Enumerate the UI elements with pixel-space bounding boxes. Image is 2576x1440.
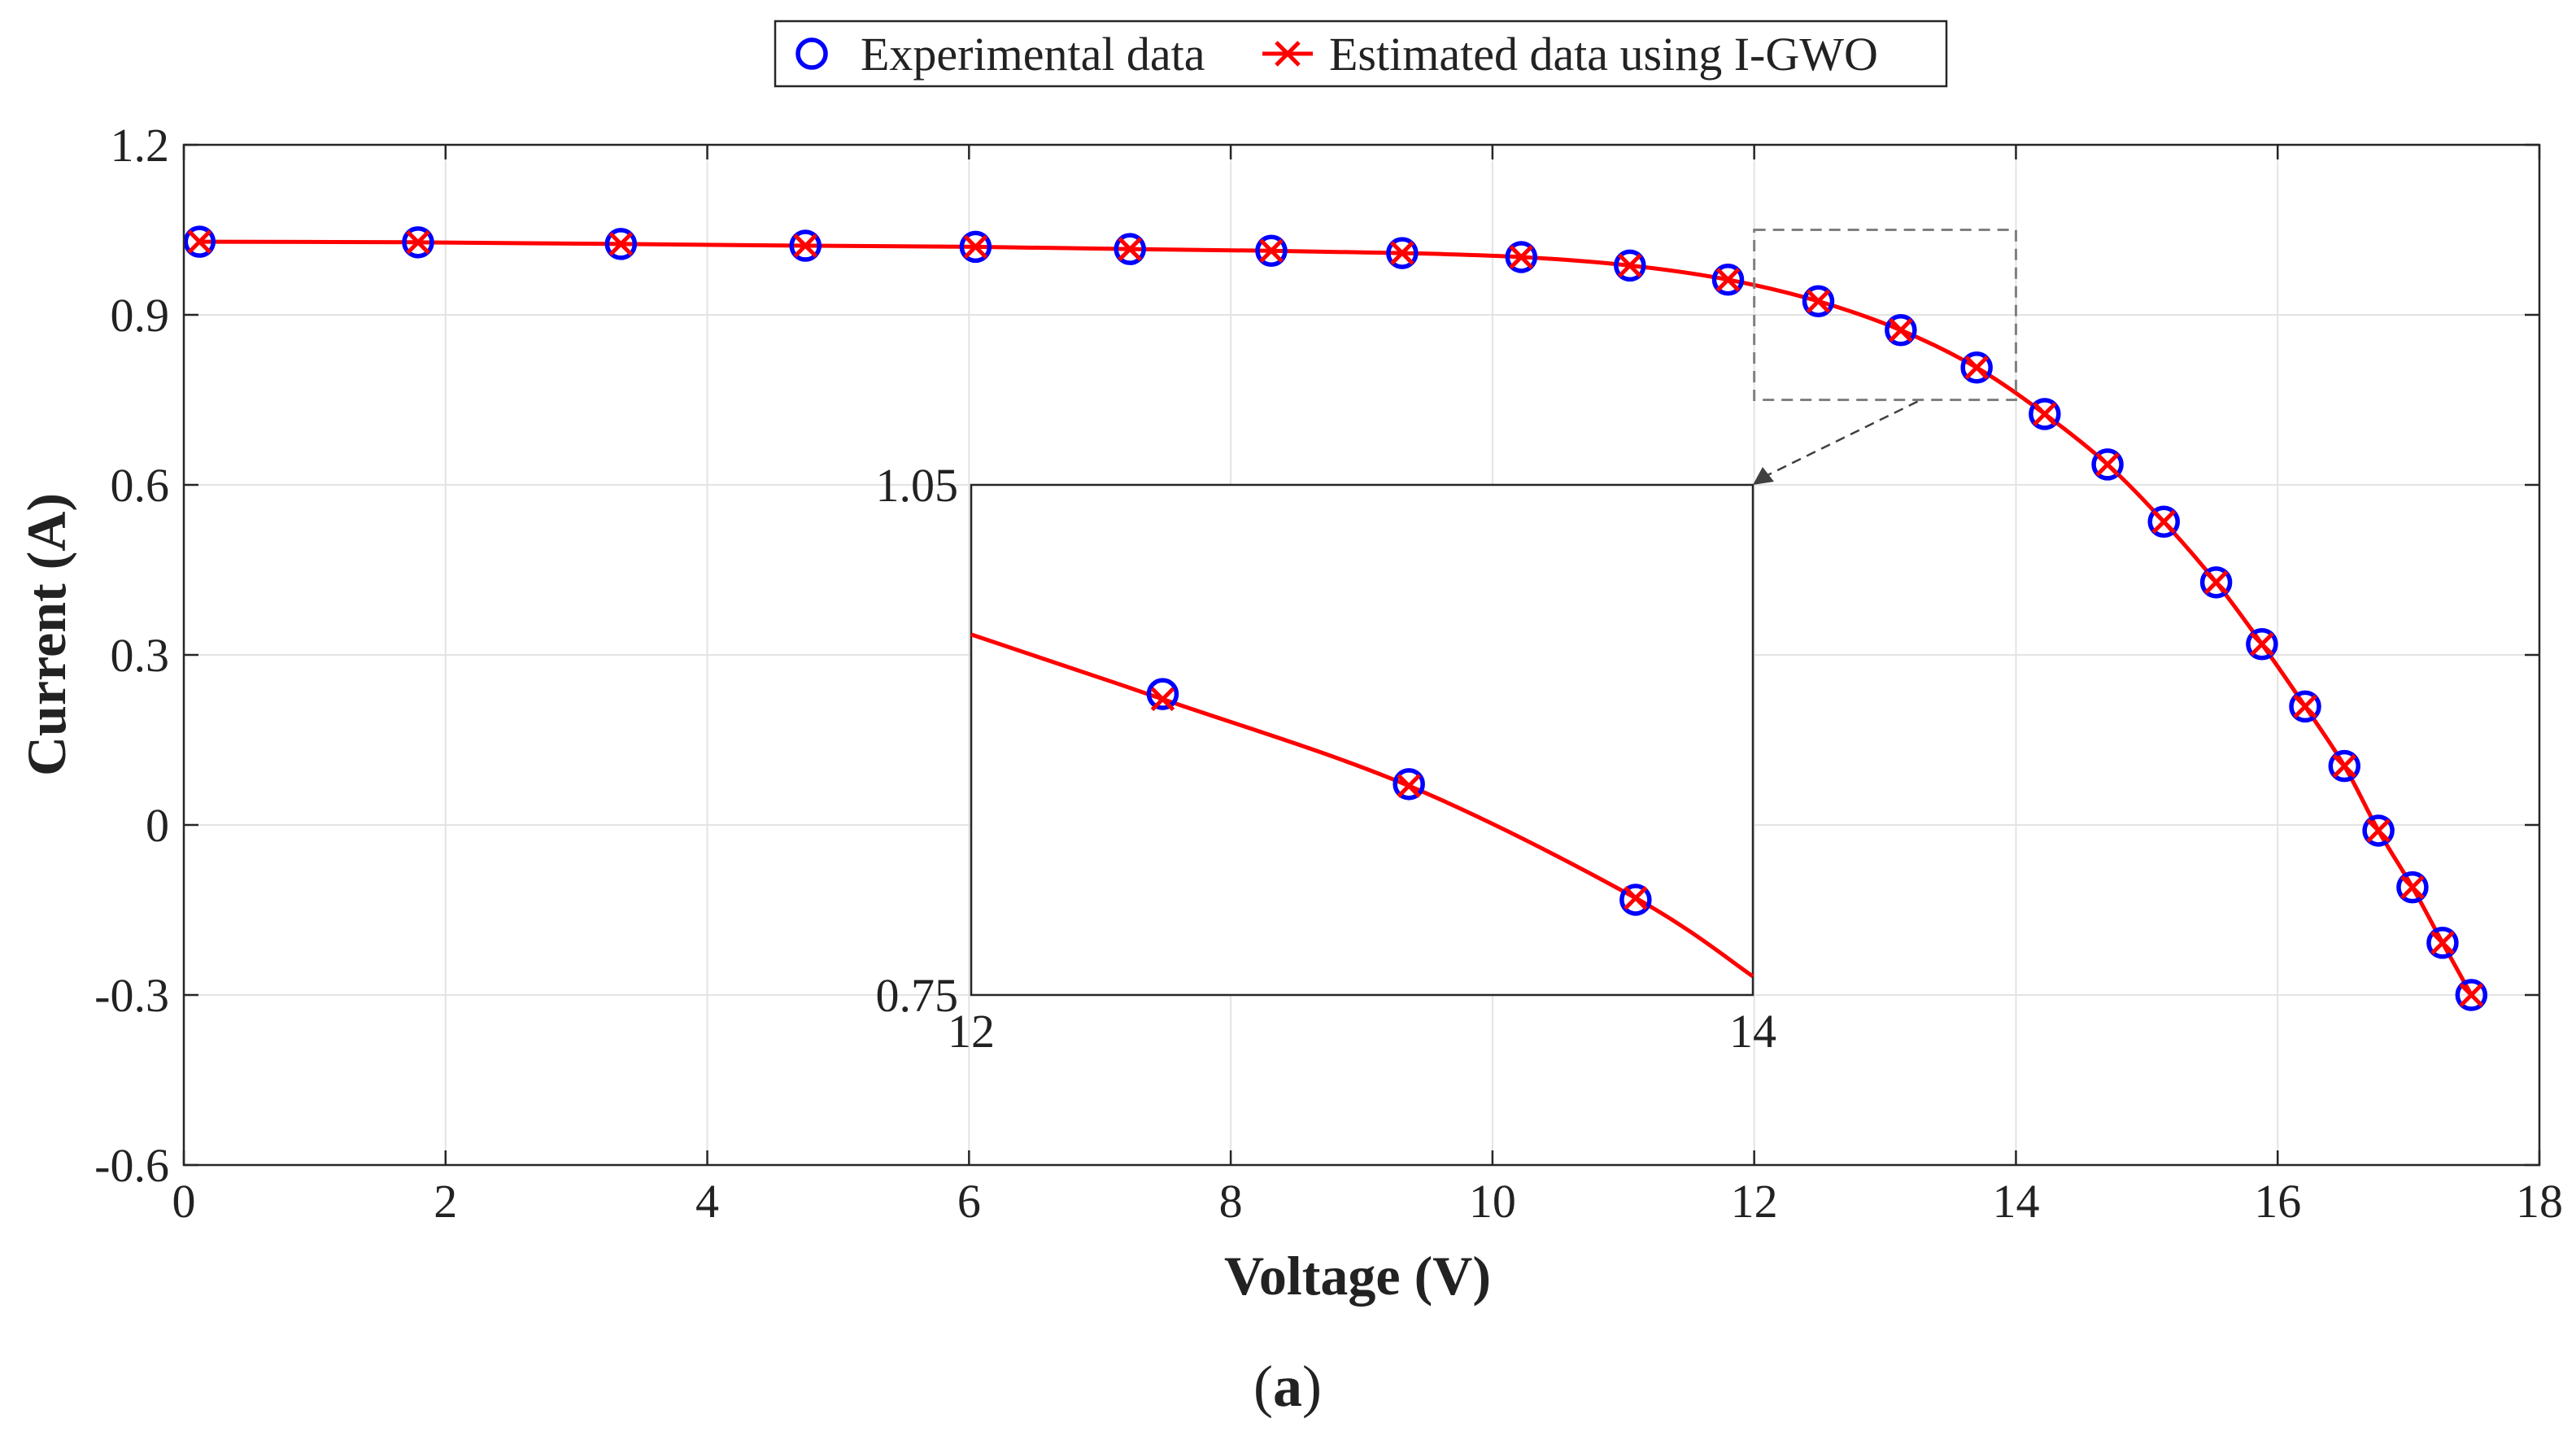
y-tick-label: 0.9 [111,289,170,342]
legend-estimated-x-marker [1275,41,1301,67]
x-tick-label: 18 [2516,1175,2563,1228]
estimated-point [1618,253,1642,278]
experimental-point [1802,285,1835,318]
inset-experimental-point [1146,678,1179,710]
estimated-point [2400,875,2425,900]
y-tick-label: 0.3 [111,629,170,682]
estimated-point [1259,238,1284,264]
experimental-point [183,225,216,258]
estimated-point [2293,694,2317,719]
y-tick-label: 1.2 [111,119,170,172]
estimated-point [1390,241,1414,265]
experimental-point [2455,979,2488,1011]
experimental-point [1614,249,1646,282]
experimental-point [1114,233,1146,265]
caption-open-paren: ( [1253,1354,1273,1419]
estimated-point [963,234,988,260]
x-tick-label: 10 [1469,1175,1516,1228]
estimated-point [2095,452,2120,477]
estimated-point [2033,402,2057,426]
estimated-point [406,230,430,255]
caption-close-paren: ) [1302,1354,1322,1419]
y-axis-title: Current (A) [15,493,77,776]
estimated-point [1964,356,1989,380]
estimated-point [1715,268,1741,292]
experimental-point [2091,448,2124,481]
experimental-point [2289,690,2321,723]
experimental-point [1711,264,1745,296]
x-tick-label: 2 [434,1175,457,1228]
experimental-point [1885,314,1917,347]
inset-experimental-point [1393,768,1425,801]
experimental-point [604,228,638,260]
inset-estimated-point [1397,774,1421,798]
estimated-point [1118,237,1142,261]
x-tick-label: 8 [1219,1175,1243,1228]
experimental-point [2147,505,2180,539]
y-tick-label: -0.6 [94,1139,169,1192]
y-tick-label: -0.3 [94,969,169,1022]
zoom-indicator [1753,229,2017,485]
inset-y-tick-label: 1.05 [876,459,959,512]
estimated-point [2430,931,2455,955]
inset-estimated-point [1624,886,1648,910]
experimental-point [2246,628,2278,661]
experimental-point [1960,351,1993,384]
experimental-point [2328,749,2361,783]
legend-estimated-label: Estimated data using I-GWO [1329,28,1878,81]
experimental-point [789,229,822,262]
legend-experimental-circle-marker [795,37,828,70]
estimated-point [2459,983,2484,1007]
experimental-point [402,226,434,259]
estimated-point [187,229,212,254]
x-tick-label: 16 [2254,1175,2301,1228]
estimated-point [1806,289,1831,314]
inset-y-tick-label: 0.75 [876,969,959,1022]
inset-estimated-point [1150,687,1175,712]
experimental-point [2396,871,2429,904]
estimated-point [2366,818,2391,843]
experimental-point [2199,566,2233,599]
inset-x-tick-label: 12 [948,1005,995,1058]
y-tick-label: 0.6 [111,459,170,512]
experimental-point [2426,927,2459,959]
experimental-point [1386,237,1419,269]
estimated-point [608,232,634,256]
estimated-point [1509,245,1534,269]
estimated-point [2250,631,2274,657]
zoom-connector-arrowhead [1753,467,1774,485]
inset-frame [970,483,1754,997]
zoom-connector-line [1760,400,1919,480]
estimated-point [2332,753,2357,779]
experimental-point [2029,398,2061,430]
zoom-region-box [1753,229,2017,401]
estimated-point [793,233,817,258]
x-tick-label: 12 [1731,1175,1778,1228]
experimental-point [959,230,992,264]
figure-caption: (a) [1253,1354,1322,1419]
legend-experimental-label: Experimental data [861,28,1205,81]
main-ticks: 0 2 4 6 8 10 12 14 16 18 -0.6 -0.3 0 0.3 0.6 0.9 1.2 [94,119,2563,1228]
caption-letter: a [1273,1354,1302,1419]
experimental-point [2362,814,2395,847]
experimental-point [1255,234,1288,268]
legend-box [774,20,1948,88]
x-tick-label: 14 [1992,1175,2039,1228]
x-tick-label: 0 [172,1175,196,1228]
estimated-point [2151,509,2177,535]
estimated-point [2203,570,2229,595]
x-tick-label: 4 [695,1175,719,1228]
experimental-point [1505,241,1538,273]
legend: Experimental data Estimated data using I… [774,20,1948,88]
y-tick-label: 0 [146,799,169,852]
inset-x-tick-label: 14 [1729,1005,1776,1058]
estimated-point [1889,318,1913,343]
x-tick-label: 6 [957,1175,981,1228]
x-axis-title: Voltage (V) [1224,1245,1491,1307]
inset-plot: 12 14 1.05 0.75 [876,459,1777,1058]
inset-experimental-point [1619,884,1652,916]
